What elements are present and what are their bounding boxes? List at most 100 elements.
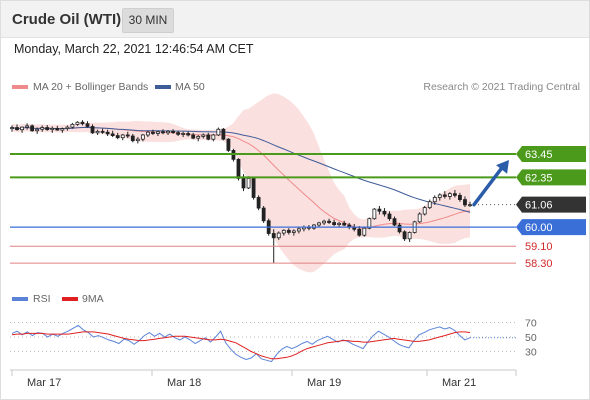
timeframe-button[interactable]: 30 MIN: [122, 8, 174, 33]
candle: [357, 226, 362, 237]
candle: [110, 130, 115, 138]
candle: [372, 208, 377, 220]
candle: [85, 121, 90, 128]
candle: [90, 124, 95, 134]
rsi-tick-label: 30: [525, 347, 537, 359]
candle: [322, 219, 326, 226]
candle: [256, 195, 261, 211]
candle: [196, 134, 201, 142]
rsi-ma-legend-swatch: [62, 297, 78, 301]
candle: [276, 231, 281, 240]
candle: [191, 132, 196, 140]
candle: [166, 130, 170, 135]
candle: [120, 133, 125, 141]
candle: [392, 216, 397, 227]
candle: [387, 211, 392, 221]
candle: [327, 218, 331, 224]
candle: [35, 127, 40, 134]
candle: [20, 126, 24, 133]
candle: [70, 122, 75, 129]
rsi-legend-swatch: [12, 297, 28, 301]
candle: [140, 133, 145, 142]
candle: [115, 132, 120, 140]
candle: [161, 129, 165, 135]
candle: [382, 208, 387, 217]
candle: [171, 129, 175, 134]
rsi-legend-label: RSI: [33, 293, 51, 305]
forecast-arrow: [472, 160, 509, 207]
candle: [151, 129, 155, 135]
candle: [296, 227, 301, 234]
candle: [181, 131, 186, 138]
bollinger-legend-swatch: [12, 85, 28, 89]
candle: [246, 176, 251, 189]
timestamp: Monday, March 22, 2021 12:46:54 AM CET: [14, 42, 254, 56]
candle: [463, 196, 467, 208]
candle: [342, 220, 347, 227]
candle: [130, 133, 135, 143]
candle: [45, 125, 50, 131]
candle: [135, 137, 140, 144]
candle: [261, 205, 266, 223]
candle: [221, 127, 226, 141]
last-price-tag: [516, 196, 586, 213]
candle: [156, 130, 160, 137]
candle: [332, 219, 337, 227]
candle: [65, 125, 70, 131]
x-tick-label: Mar 19: [307, 377, 341, 389]
candle: [407, 231, 412, 242]
candle: [206, 132, 211, 141]
candle: [226, 138, 231, 152]
candle: [211, 133, 216, 142]
support-tag: [516, 219, 586, 236]
resistance-label: 62.35: [525, 172, 553, 184]
candle: [468, 201, 472, 208]
candle: [337, 221, 342, 228]
candle: [95, 129, 100, 135]
ma50-legend-swatch: [155, 85, 171, 89]
candle: [100, 128, 105, 134]
rsi-tick-label: 70: [525, 318, 537, 330]
chart-header: Crude Oil (WTI) 30 MIN: [1, 1, 589, 38]
candle: [60, 127, 65, 133]
candle: [281, 229, 286, 236]
candle: [105, 129, 110, 137]
candle: [442, 191, 447, 199]
candle: [432, 195, 437, 205]
candle: [427, 199, 432, 210]
candle: [422, 205, 427, 216]
candle: [437, 193, 442, 201]
support-label: 60.00: [525, 222, 553, 234]
support-label: 59.10: [525, 241, 553, 253]
x-axis: Mar 17 Mar 18 Mar 19 Mar 21: [11, 370, 517, 389]
resistance-label: 63.45: [525, 149, 553, 161]
rsi-tick-label: 50: [525, 332, 537, 344]
rsi-ma-legend-label: 9MA: [82, 293, 104, 305]
copyright-text: Research © 2021 Trading Central: [423, 81, 580, 93]
x-tick-label: Mar 17: [27, 377, 61, 389]
candle: [397, 222, 402, 234]
support-label: 58.30: [525, 258, 553, 270]
ma50-legend-label: MA 50: [175, 81, 205, 93]
candle: [80, 120, 85, 126]
rsi-plot-area: 70 50 30: [10, 318, 537, 363]
candle: [251, 177, 256, 200]
x-tick-label: Mar 21: [442, 377, 476, 389]
candle: [286, 228, 291, 235]
candle: [447, 192, 452, 200]
resistance-tag: [516, 146, 586, 163]
candle: [216, 127, 221, 137]
level-lines: 63.45 62.35 61.06 60.00 59.10 58.30: [10, 146, 586, 270]
rsi-line: [11, 324, 471, 363]
price-plot-area: [10, 93, 472, 273]
candle: [402, 230, 407, 241]
candle: [377, 205, 382, 215]
candle: [362, 227, 367, 237]
x-tick-label: Mar 18: [167, 377, 201, 389]
candle: [40, 125, 45, 132]
candle: [231, 148, 236, 162]
candle: [25, 123, 30, 130]
candle: [50, 126, 55, 133]
